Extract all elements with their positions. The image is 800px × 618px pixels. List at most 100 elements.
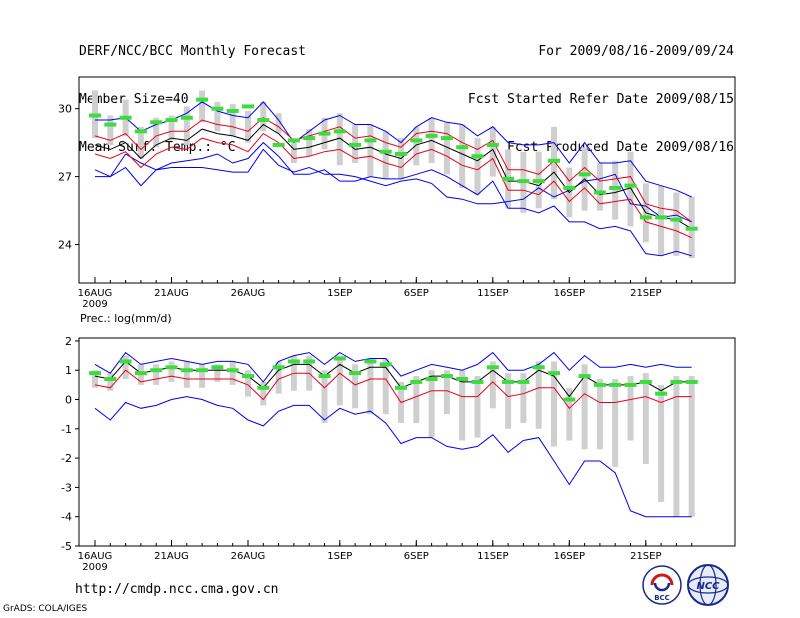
temp-spread-box [275,113,282,134]
temp-spread-box [489,126,496,177]
prec-spread-box [642,373,649,464]
temp-median-marker [548,158,560,163]
prec-median-marker [410,379,423,384]
prec-ytick-label: 1 [65,364,72,377]
temp-spread-box [260,101,267,132]
temp-median-marker [364,138,377,143]
ncc-logo: NCC [687,564,729,606]
prec-spread-box [658,384,665,503]
prec-spread-box [336,355,343,406]
temp-spread-hi-line [94,117,692,223]
prec-spread-box [596,379,603,450]
prec-median-marker [165,365,178,370]
temp-upper-line [95,101,692,198]
prec-xtick-label: 26AUG [231,551,266,562]
prec-spread-box [443,370,450,415]
prec-spread-box [245,370,251,397]
temp-xtick-label: 1SEP [327,288,352,299]
temp-spread-box [474,138,481,195]
prec-max-line [94,351,692,383]
prec-median-marker [272,365,285,370]
prec-spread-box [367,358,374,415]
prec-median-marker [593,382,606,387]
prec-median-marker [578,374,591,379]
temp-spread-box [551,126,557,200]
prec-ytick-label: -1 [61,423,72,436]
prec-spread-box [352,364,359,409]
prec-median-marker [318,374,331,379]
prec-xtick-year: 2009 [82,562,107,573]
temp-spread-box [612,160,619,220]
prec-median-marker [364,359,377,364]
temp-median-marker [517,179,530,184]
temp-median-marker [226,108,239,113]
prec-xtick-label: 11SEP [477,551,508,562]
prec-spread-box [92,370,98,388]
prec-median-marker [440,374,453,379]
prec-mean-line [94,360,692,398]
temp-xtick-label: 16SEP [554,288,585,299]
prec-spread-box [612,379,619,467]
source-url: http://cmdp.ncc.cma.gov.cn [75,582,279,597]
prec-panel-title: Prec.: log(mm/d) [80,312,172,325]
temp-median-marker [242,104,254,109]
prec-xtick-label: 16AUG [78,551,113,562]
temp-median-marker [272,142,285,147]
prec-spread-box [183,361,190,388]
temp-xtick-year: 2009 [82,299,107,310]
temp-spread-box [459,124,466,188]
prec-median-marker [226,368,239,373]
temp-spread-box [306,129,313,157]
prec-min-line [94,396,692,518]
prec-ytick-label: -5 [61,540,72,553]
temp-median-marker [196,97,209,102]
temp-spread-box [336,113,343,166]
prec-median-marker [89,371,101,376]
temp-median-marker [609,185,622,190]
prec-median-marker [349,371,362,376]
prec-spread-box [673,376,680,517]
prec-spread-box [551,361,557,447]
prec-spread-box [489,361,496,409]
prec-spread-box [428,370,435,438]
prec-median-marker [502,379,515,384]
prec-median-marker [456,377,469,382]
grads-credit: GrADS: COLA/IGES [3,604,88,614]
prec-median-marker [563,397,576,402]
temp-median-marker [104,122,117,127]
prec-spread-box [581,364,588,450]
prec-spread-box [413,376,420,423]
prec-median-marker [655,391,668,396]
prec-median-marker [685,379,698,384]
temp-median-marker [349,142,362,147]
prec-ytick-label: -3 [61,481,72,494]
prec-spread-box [459,370,466,441]
temp-median-marker [410,138,423,143]
temp-median-marker [89,113,101,118]
temp-median-marker [395,151,407,156]
temp-median-marker [379,149,392,154]
temp-xtick-label: 21SEP [630,288,661,299]
prec-ytick-label: -4 [61,511,72,524]
prec-median-marker [639,379,652,384]
prec-spread-box [122,355,129,380]
temp-median-marker [563,185,576,190]
temp-median-marker [502,176,515,181]
prec-xtick-label: 21SEP [630,551,661,562]
prec-ytick-label: -2 [61,452,72,465]
temp-median-marker [655,215,668,220]
prec-spread-box [627,376,634,441]
prec-median-marker [548,371,560,376]
prec-xtick-label: 16SEP [554,551,585,562]
header-title: DERF/NCC/BCC Monthly Forecast [79,44,306,59]
prec-median-marker [257,385,270,390]
prec-spread-box [688,376,695,517]
temp-spread-lo-line [94,132,692,239]
prec-median-marker [287,359,300,364]
header-right: For 2009/08/16-2009/09/24 Fcst Started R… [468,12,734,172]
prec-median-marker [609,382,622,387]
temp-median-marker [180,115,193,120]
temp-spread-box [382,131,389,179]
